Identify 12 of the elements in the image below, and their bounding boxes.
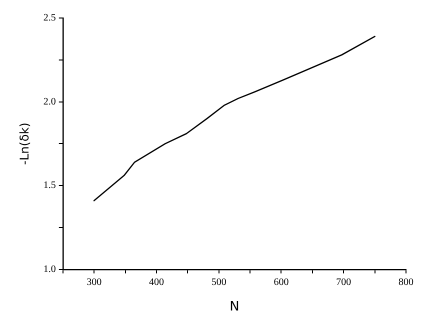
y-tick-label: 2.0 xyxy=(43,96,56,108)
x-tick-label: 400 xyxy=(148,277,164,288)
x-tick-label: 500 xyxy=(211,277,226,288)
y-tick-label: 1.0 xyxy=(43,264,56,276)
y-tick-label: 2.5 xyxy=(43,12,56,24)
x-axis-title: N xyxy=(230,300,240,315)
x-tick-label: 800 xyxy=(398,277,414,288)
x-tick-label: 600 xyxy=(274,277,289,288)
x-tick-label: 700 xyxy=(336,277,352,288)
y-axis-title: -Ln(δk) xyxy=(17,122,32,165)
y-tick-label: 1.5 xyxy=(43,180,56,192)
x-tick-label: 300 xyxy=(86,277,102,288)
